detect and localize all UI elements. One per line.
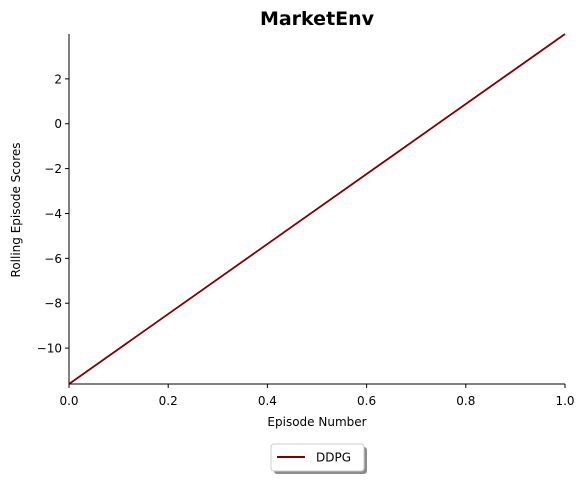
legend: DDPG (271, 444, 367, 474)
x-axis-title: Episode Number (267, 415, 366, 429)
x-tick-label: 1.0 (555, 394, 574, 408)
y-tick-label: 0 (54, 117, 62, 131)
x-tick-label: 0.8 (456, 394, 475, 408)
y-tick-label: 2 (54, 72, 62, 86)
x-tick-label: 0.4 (258, 394, 277, 408)
x-axis-ticks: 0.0 0.2 0.4 0.6 0.8 1.0 (59, 384, 574, 408)
legend-label-ddpg: DDPG (316, 451, 351, 465)
y-axis-ticks: −10 −8 −6 −4 −2 0 2 (37, 72, 69, 355)
x-tick-label: 0.6 (357, 394, 376, 408)
x-tick-label: 0.0 (59, 394, 78, 408)
y-tick-label: −6 (44, 252, 62, 266)
series-line-ddpg (69, 34, 565, 384)
plot-area (69, 34, 565, 384)
x-tick-label: 0.2 (159, 394, 178, 408)
y-tick-label: −8 (44, 297, 62, 311)
y-axis-title: Rolling Episode Scores (9, 143, 23, 278)
y-tick-label: −2 (44, 162, 62, 176)
y-tick-label: −10 (37, 342, 62, 356)
y-tick-label: −4 (44, 207, 62, 221)
chart-title: MarketEnv (260, 8, 375, 30)
